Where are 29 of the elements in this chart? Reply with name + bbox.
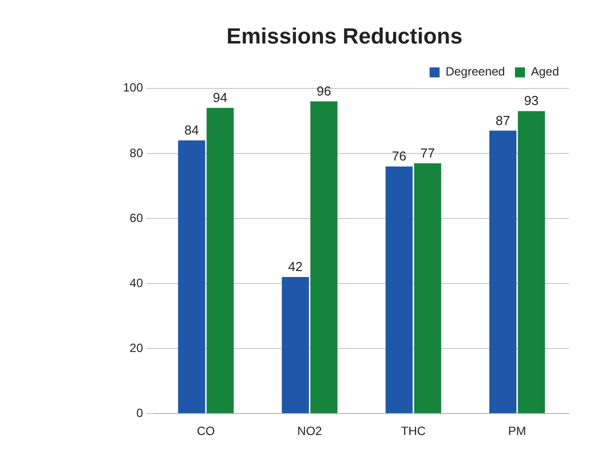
y-tick-label: 0 [136,406,144,420]
data-label: 87 [496,112,510,128]
data-label: 94 [212,90,228,105]
bar [489,130,516,414]
x-tick-label: CO [196,424,215,438]
y-tick-label: 100 [122,80,144,95]
legend-label: Aged [530,64,560,79]
bar [386,166,413,414]
legend-label: Degreened [446,64,505,79]
data-label: 96 [316,83,332,98]
chart-title: Emissions Reductions [226,23,462,48]
bar [282,277,309,414]
y-tick-label: 80 [130,146,144,160]
data-label: 77 [420,145,435,160]
x-tick-label: PM [508,424,526,438]
x-tick-label: NO2 [297,424,322,438]
data-label: 42 [288,259,303,274]
bar [206,108,234,414]
data-label: 93 [524,93,539,108]
data-label: 76 [392,148,406,164]
y-tick-label: 60 [130,210,144,225]
y-tick-label: 40 [130,276,144,290]
bar [518,111,545,414]
y-tick-label: 20 [130,340,144,355]
bar [414,163,442,414]
bar [178,140,206,414]
data-label: 84 [184,122,199,138]
bar [310,101,338,414]
x-tick-label: THC [401,424,426,438]
